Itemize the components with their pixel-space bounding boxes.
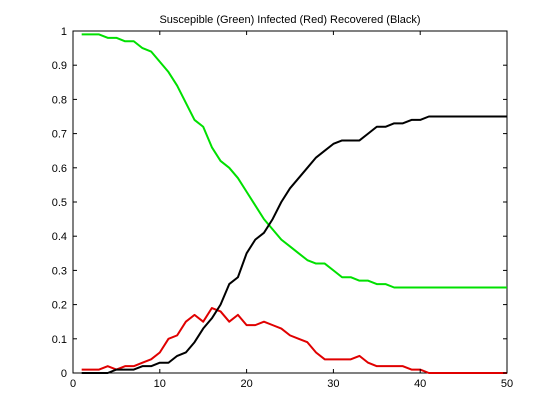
series-layer [81, 33, 507, 374]
x-tick-label: 0 [70, 378, 76, 390]
series-line-0 [81, 33, 507, 289]
y-tick-label: 0.7 [52, 129, 67, 141]
y-tick-label: 0.6 [52, 163, 67, 175]
y-tick-label: 0 [61, 368, 67, 380]
x-tick-label: 10 [154, 378, 166, 390]
plot-area [72, 30, 508, 374]
y-tick-label: 0.1 [52, 334, 67, 346]
x-tick-label: 20 [240, 378, 252, 390]
y-tick-label: 0.2 [52, 300, 67, 312]
y-tick-label: 0.4 [52, 231, 67, 243]
y-tick-label: 0.5 [52, 197, 67, 209]
x-tick-label: 40 [414, 378, 426, 390]
axis-layer: 0 10 20 30 40 50 0 0.1 0.2 0.3 0.4 0.5 0.6 0.7 0.8 0.9 1 [52, 26, 513, 390]
x-tick-label: 30 [327, 378, 339, 390]
y-tick-label: 1 [61, 26, 67, 38]
series-line-1 [81, 307, 507, 374]
y-tick-label: 0.9 [52, 60, 67, 72]
chart-title: Suscepible (Green) Infected (Red) Recove… [159, 14, 420, 26]
y-tick-label: 0.3 [52, 265, 67, 277]
x-tick-label: 50 [501, 378, 513, 390]
y-tick-label: 0.8 [52, 94, 67, 106]
series-line-2 [81, 115, 507, 374]
